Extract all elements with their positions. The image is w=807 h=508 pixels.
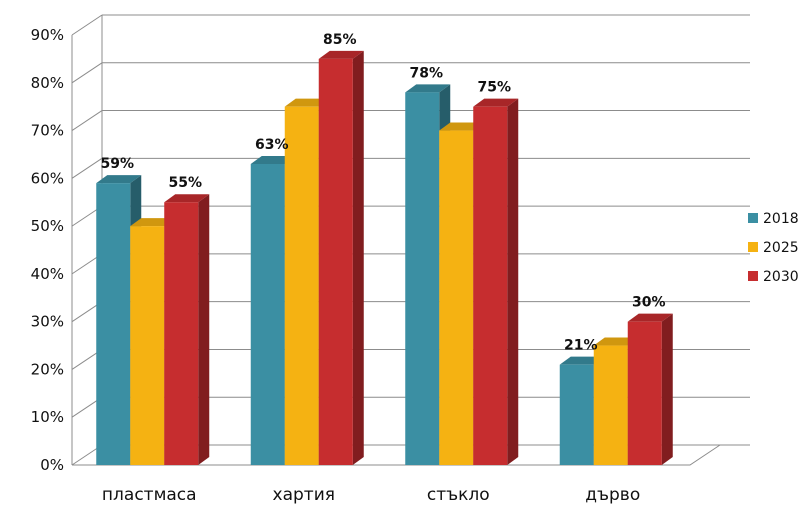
data-label: 30%	[632, 295, 666, 311]
y-tick-label: 30%	[31, 313, 64, 331]
bar-side	[507, 98, 519, 466]
legend-item: 2025	[748, 240, 799, 256]
bar-top	[627, 313, 673, 322]
legend-label: 2018	[763, 211, 799, 227]
bar-top	[284, 98, 330, 107]
bar-front	[559, 364, 594, 465]
bar-side	[198, 194, 210, 465]
bar-front	[284, 106, 319, 466]
gridline-side	[71, 110, 103, 131]
y-tick-label: 20%	[31, 360, 64, 378]
bar	[627, 313, 673, 465]
data-labels: 59% 55% 63% 85% 78% 75% 21% 30%	[100, 32, 665, 354]
gridline-side	[71, 62, 103, 84]
data-label: 21%	[564, 338, 598, 354]
bar-top	[164, 194, 210, 203]
y-tick-label: 70%	[31, 122, 64, 140]
bar-side	[661, 313, 673, 465]
data-label: 63%	[255, 137, 289, 153]
bar-top	[473, 98, 519, 107]
gridline-side	[71, 157, 103, 179]
y-axis-ticks: 0% 10% 20% 30% 40% 50% 60% 70% 80% 90%	[31, 26, 64, 474]
x-axis-ticks: пластмаса хартия стъкло дърво	[102, 485, 640, 505]
bar-front	[318, 58, 353, 466]
bar-front	[96, 183, 131, 465]
bar-front	[473, 106, 508, 466]
data-label: 59%	[100, 156, 134, 172]
bar-front	[593, 345, 628, 465]
y-tick-label: 10%	[31, 408, 64, 426]
data-label: 85%	[323, 32, 357, 48]
x-tick-label: стъкло	[427, 485, 490, 505]
x-tick-label: пластмаса	[102, 485, 197, 505]
data-label: 78%	[409, 65, 443, 81]
bars	[96, 50, 673, 466]
y-tick-label: 40%	[31, 265, 64, 283]
y-tick-label: 0%	[40, 456, 64, 474]
bar-front	[627, 321, 662, 465]
x-tick-label: хартия	[273, 485, 335, 505]
bar-front	[439, 130, 474, 466]
data-label: 55%	[168, 175, 202, 191]
bar-top	[593, 337, 639, 346]
bar-front	[405, 92, 440, 465]
y-tick-label: 50%	[31, 217, 64, 235]
legend-swatch	[748, 271, 758, 281]
bar-side	[352, 50, 364, 466]
y-tick-label: 60%	[31, 169, 64, 187]
bar-front	[164, 202, 199, 465]
bar-top	[439, 122, 485, 131]
legend-item: 2030	[748, 269, 799, 285]
legend-swatch	[748, 242, 758, 252]
legend: 2018 2025 2030	[748, 211, 799, 285]
bar	[473, 98, 519, 466]
bar-front	[250, 164, 285, 465]
bar-top	[250, 156, 296, 164]
x-tick-label: дърво	[585, 485, 640, 505]
bar	[164, 194, 210, 465]
bar-top	[96, 175, 142, 184]
gridline-side	[71, 14, 103, 36]
legend-swatch	[748, 213, 758, 223]
data-label: 75%	[477, 80, 511, 96]
bar-front	[130, 226, 165, 465]
bar	[318, 50, 364, 466]
bar-top	[405, 84, 451, 93]
legend-label: 2030	[763, 269, 799, 285]
legend-item: 2018	[748, 211, 799, 227]
bar-top	[318, 50, 364, 59]
y-tick-label: 90%	[31, 26, 64, 44]
y-tick-label: 80%	[31, 74, 64, 92]
bar-top	[130, 218, 176, 227]
legend-label: 2025	[763, 240, 799, 256]
bar-top	[559, 356, 605, 365]
